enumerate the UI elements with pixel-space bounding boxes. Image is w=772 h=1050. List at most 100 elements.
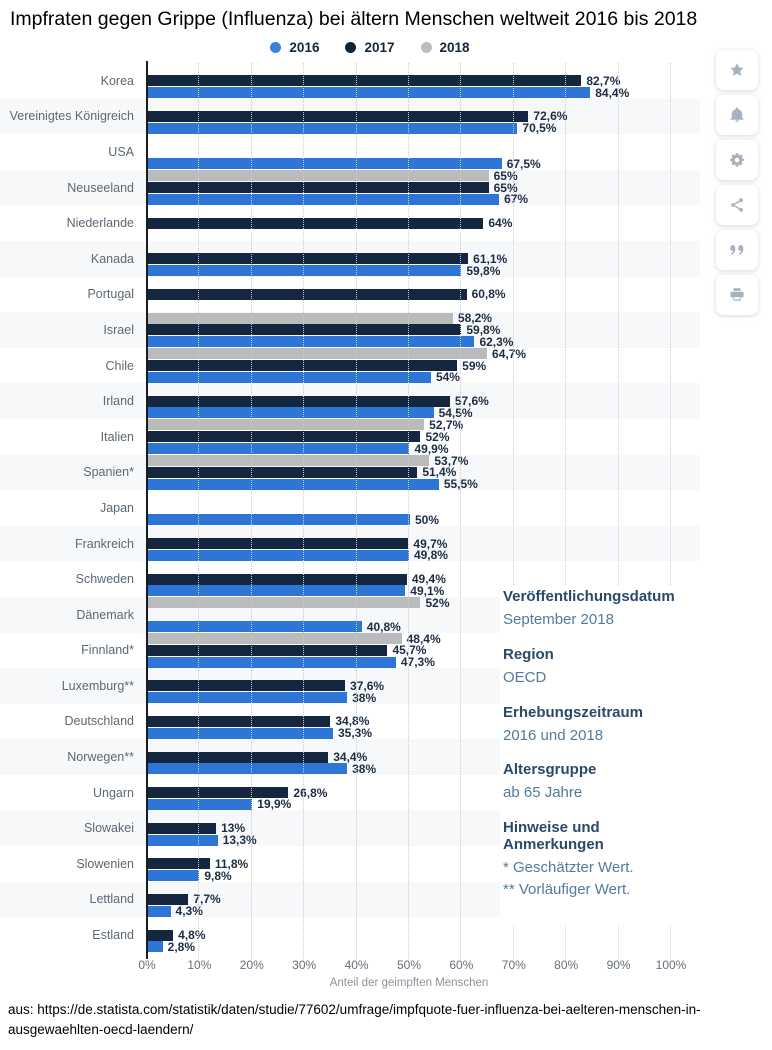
legend-item-2016[interactable]: 2016 [270, 40, 319, 55]
bar-2016[interactable] [148, 265, 462, 277]
chart-row: Finnland* 48,4% 45,7% 47,3% [0, 632, 700, 670]
bar-2016[interactable] [148, 514, 410, 526]
gear-button[interactable] [716, 140, 758, 180]
bar-2017[interactable] [148, 538, 409, 549]
bar-2017[interactable] [148, 288, 467, 300]
bar-2016[interactable] [148, 941, 163, 953]
gear-icon [729, 152, 745, 168]
bar-2017[interactable] [148, 360, 458, 372]
bar-2017[interactable] [148, 110, 529, 122]
bar-slot-2016: 67% [148, 192, 700, 206]
bar-2016[interactable] [148, 692, 348, 704]
bar-value-label: 49,9% [414, 441, 449, 456]
bar-2016[interactable] [148, 336, 475, 348]
bar-2017[interactable] [148, 893, 189, 905]
bar-2016[interactable] [148, 727, 333, 739]
category-label: Schweden [75, 572, 134, 587]
quote-button[interactable] [716, 230, 758, 270]
bar-2017[interactable] [148, 431, 421, 443]
bar-2016[interactable] [148, 158, 502, 170]
bar-value-label: 55,5% [443, 477, 478, 492]
bar-2017[interactable] [148, 182, 489, 194]
category-label: Kanada [90, 251, 134, 266]
bar-value-label: 49,4% [411, 572, 446, 587]
bar-2016[interactable] [148, 549, 409, 561]
legend-dot [345, 42, 357, 53]
bar-2018[interactable] [148, 312, 453, 324]
bar-slot-2016: 2,8% [148, 940, 700, 954]
bar-2017[interactable] [148, 787, 289, 799]
bar-value-label: 45,7% [392, 643, 427, 658]
bar-slot-2018 [148, 383, 700, 395]
chart-row: Spanien* 53,7% 51,4% 55,5% [0, 454, 700, 492]
bar-2016[interactable] [148, 87, 591, 99]
bar-2016[interactable] [148, 585, 406, 597]
bar-value-label: 64,7% [492, 346, 527, 361]
chart-row: Italien 52,7% 52% 49,9% [0, 418, 700, 456]
x-tick-label: 20% [239, 957, 264, 972]
bar-value-label: 49,7% [413, 536, 448, 551]
source-text: aus: https://de.statista.com/statistik/d… [8, 1002, 701, 1038]
legend-item-2018[interactable]: 2018 [420, 40, 470, 55]
bar-2017[interactable] [148, 217, 484, 229]
chart-row: Deutschland 34,8% 35,3% [0, 704, 700, 740]
star-button[interactable] [716, 50, 758, 90]
category-label: Chile [105, 358, 135, 373]
bar-2018[interactable] [148, 170, 489, 182]
bar-2017[interactable] [148, 929, 174, 941]
bar-slot-2016: 47,3% [148, 655, 700, 669]
bar-slot-2016: 70,5% [148, 121, 700, 135]
bar-2017[interactable] [148, 395, 450, 407]
bar-2016[interactable] [148, 905, 171, 917]
bar-2016[interactable] [148, 656, 396, 668]
bar-2017[interactable] [148, 253, 469, 265]
info-heading: Hinweise und Anmerkungen [503, 819, 604, 853]
category-label: Korea [100, 73, 134, 88]
bar-2017[interactable] [148, 680, 346, 692]
legend-label: 2017 [364, 40, 395, 55]
bar-2017[interactable] [148, 644, 388, 656]
bar-slot-2017: 26,8% [148, 786, 700, 800]
share-button[interactable] [716, 185, 758, 225]
legend-dot [420, 42, 432, 53]
bar-2016[interactable] [148, 443, 410, 455]
bar-2016[interactable] [148, 478, 439, 490]
bar-2017[interactable] [148, 466, 418, 478]
bar-2017[interactable] [148, 75, 582, 87]
bell-button[interactable] [716, 95, 758, 135]
bar-2016[interactable] [148, 407, 434, 419]
bar-2017[interactable] [148, 573, 407, 585]
bar-2016[interactable] [148, 870, 200, 882]
bar-2017[interactable] [148, 858, 210, 870]
bar-2016[interactable] [148, 834, 218, 846]
bar-2016[interactable] [148, 620, 362, 632]
bar-2016[interactable] [148, 122, 518, 134]
bar-slot-2017: 60,8% [148, 287, 700, 301]
bar-2017[interactable] [148, 715, 331, 727]
legend-item-2017[interactable]: 2017 [345, 40, 395, 55]
bar-slot-2016: 54% [148, 370, 700, 384]
bar-slot-2016: 9,8% [148, 869, 700, 883]
bar-2016[interactable] [148, 763, 348, 775]
bar-value-label: 38% [352, 690, 377, 705]
bar-2017[interactable] [148, 324, 462, 336]
info-heading: Altersgruppe [503, 761, 597, 779]
bar-value-label: 84,4% [595, 85, 630, 100]
bar-2016[interactable] [148, 798, 253, 810]
print-button[interactable] [716, 275, 758, 315]
bar-2017[interactable] [148, 751, 329, 763]
bar-2018[interactable] [148, 455, 430, 467]
bar-2017[interactable] [148, 822, 217, 834]
bar-2018[interactable] [148, 632, 402, 644]
info-heading: Veröffentlichungsdatum [503, 588, 675, 605]
bar-slot-2017: 13% [148, 821, 700, 835]
bar-2016[interactable] [148, 193, 500, 205]
bar-2018[interactable] [148, 348, 488, 360]
bar-value-label: 65% [493, 180, 518, 195]
bar-2018[interactable] [148, 419, 425, 431]
bar-slot-2017: 61,1% [148, 252, 700, 266]
bar-value-label: 38% [352, 761, 377, 776]
bar-2016[interactable] [148, 371, 431, 383]
bar-2018[interactable] [148, 597, 421, 609]
chart-row: Vereinigtes Königreich 72,6% 70,5% [0, 98, 700, 135]
